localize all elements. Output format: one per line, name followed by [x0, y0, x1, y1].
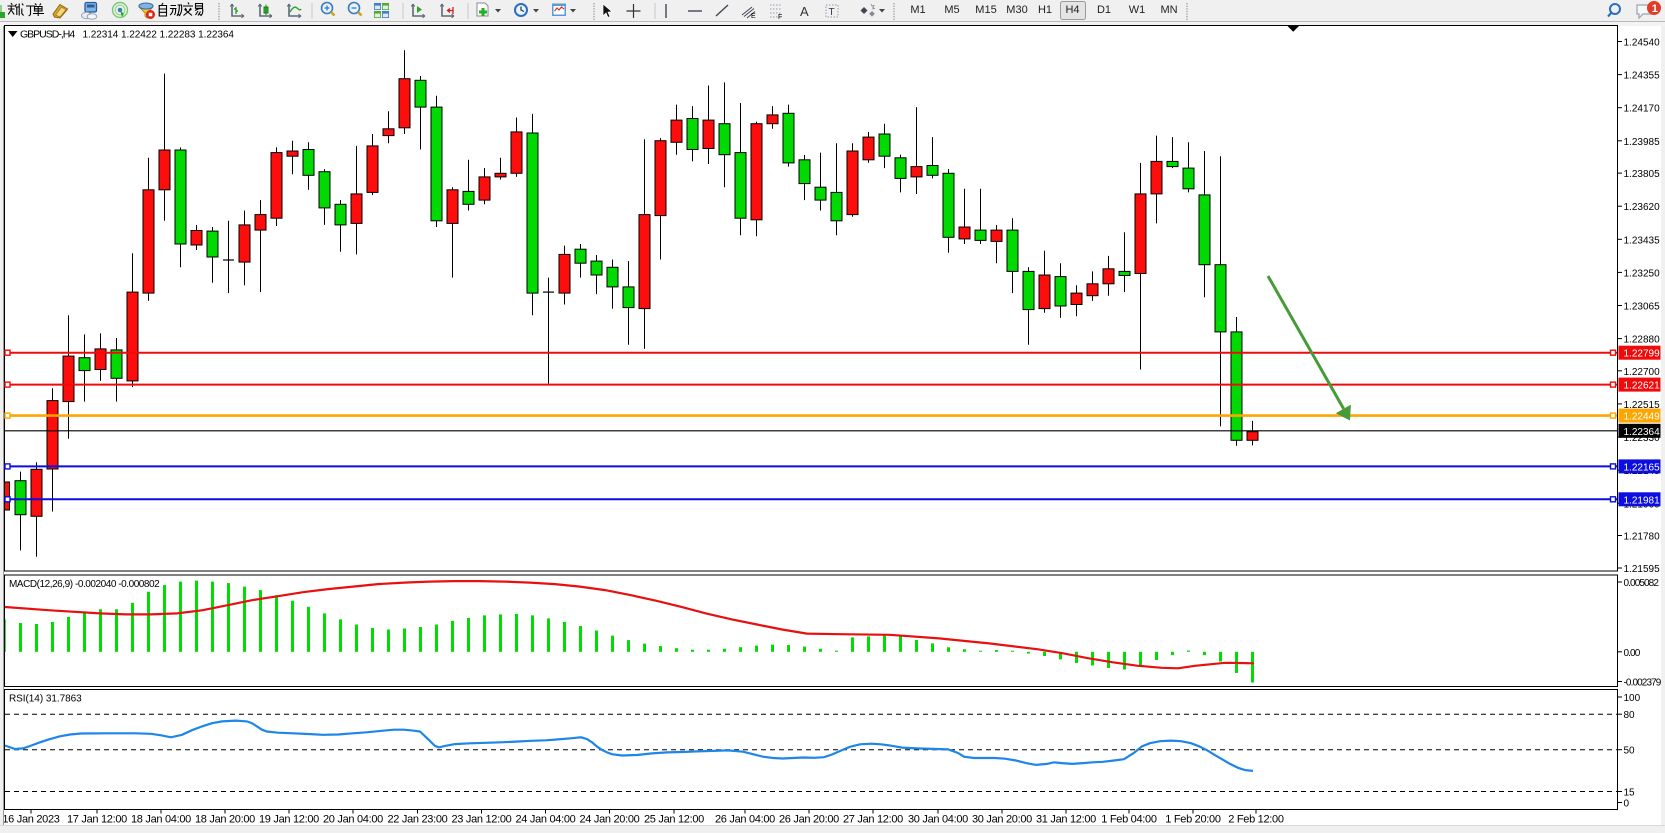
svg-text:15: 15: [1624, 788, 1636, 799]
svg-text:1.23065: 1.23065: [1624, 302, 1661, 313]
svg-text:0.005082: 0.005082: [1624, 578, 1660, 589]
svg-text:1.22515: 1.22515: [1624, 400, 1661, 411]
svg-text:30 Jan 20:00: 30 Jan 20:00: [972, 814, 1032, 826]
svg-text:26 Jan 04:00: 26 Jan 04:00: [715, 814, 775, 826]
svg-text:1.22700: 1.22700: [1624, 367, 1661, 378]
svg-text:E: E: [751, 13, 756, 20]
svg-text:1 Feb 20:00: 1 Feb 20:00: [1165, 814, 1221, 826]
svg-text:1.24355: 1.24355: [1624, 71, 1661, 82]
svg-text:RSI(14) 31.7863: RSI(14) 31.7863: [9, 694, 82, 705]
svg-text:50: 50: [1624, 746, 1636, 757]
svg-text:24 Jan 20:00: 24 Jan 20:00: [579, 814, 639, 826]
svg-text:17 Jan 12:00: 17 Jan 12:00: [67, 814, 127, 826]
svg-text:1.22314 1.22422 1.22283 1.2236: 1.22314 1.22422 1.22283 1.22364: [83, 30, 235, 41]
svg-text:18 Jan 04:00: 18 Jan 04:00: [131, 814, 191, 826]
svg-text:80: 80: [1624, 710, 1636, 721]
svg-text:1 Feb 04:00: 1 Feb 04:00: [1101, 814, 1157, 826]
svg-text:1.23985: 1.23985: [1624, 137, 1661, 148]
svg-text:1.22799: 1.22799: [1624, 349, 1661, 360]
svg-text:F: F: [778, 14, 782, 21]
svg-text:24 Jan 04:00: 24 Jan 04:00: [515, 814, 575, 826]
svg-text:1.22364: 1.22364: [1624, 427, 1661, 438]
svg-text:2 Feb 12:00: 2 Feb 12:00: [1228, 814, 1284, 826]
svg-text:18 Jan 20:00: 18 Jan 20:00: [195, 814, 255, 826]
svg-text:A: A: [800, 4, 809, 19]
svg-text:GBPUSD-,H4: GBPUSD-,H4: [20, 29, 75, 41]
svg-text:16 Jan 2023: 16 Jan 2023: [2, 814, 59, 826]
svg-text:19 Jan 12:00: 19 Jan 12:00: [259, 814, 319, 826]
svg-text:1.24170: 1.24170: [1624, 104, 1661, 115]
svg-text:1.21780: 1.21780: [1624, 532, 1661, 543]
svg-text:0: 0: [1624, 799, 1630, 810]
svg-text:1.21981: 1.21981: [1624, 495, 1661, 506]
svg-text:1.22449: 1.22449: [1624, 412, 1661, 423]
svg-text:1.22330: 1.22330: [1624, 433, 1661, 444]
svg-text:22 Jan 23:00: 22 Jan 23:00: [387, 814, 447, 826]
svg-text:1.22165: 1.22165: [1624, 462, 1661, 473]
svg-text:1.22621: 1.22621: [1624, 381, 1661, 392]
svg-text:30 Jan 04:00: 30 Jan 04:00: [908, 814, 968, 826]
svg-text:31 Jan 12:00: 31 Jan 12:00: [1036, 814, 1096, 826]
svg-text:1.23620: 1.23620: [1624, 202, 1661, 213]
svg-text:27 Jan 12:00: 27 Jan 12:00: [843, 814, 903, 826]
svg-text:26 Jan 20:00: 26 Jan 20:00: [779, 814, 839, 826]
svg-text:1: 1: [1652, 3, 1658, 15]
svg-text:20 Jan 04:00: 20 Jan 04:00: [323, 814, 383, 826]
svg-text:23 Jan 12:00: 23 Jan 12:00: [451, 814, 511, 826]
svg-text:1.22880: 1.22880: [1624, 335, 1661, 346]
svg-text:1.23250: 1.23250: [1624, 268, 1661, 279]
svg-text:T: T: [829, 7, 835, 18]
svg-text:MACD(12,26,9) -0.002040 -0.000: MACD(12,26,9) -0.002040 -0.000802: [9, 579, 160, 590]
svg-text:1.23805: 1.23805: [1624, 169, 1661, 180]
svg-text:1.24540: 1.24540: [1624, 38, 1661, 49]
svg-text:0.00: 0.00: [1624, 648, 1641, 659]
svg-text:100: 100: [1624, 693, 1641, 704]
svg-text:25 Jan 12:00: 25 Jan 12:00: [644, 814, 704, 826]
svg-text:1.21595: 1.21595: [1624, 564, 1661, 575]
svg-text:-0.002379: -0.002379: [1624, 678, 1662, 689]
svg-text:1.23435: 1.23435: [1624, 235, 1661, 246]
